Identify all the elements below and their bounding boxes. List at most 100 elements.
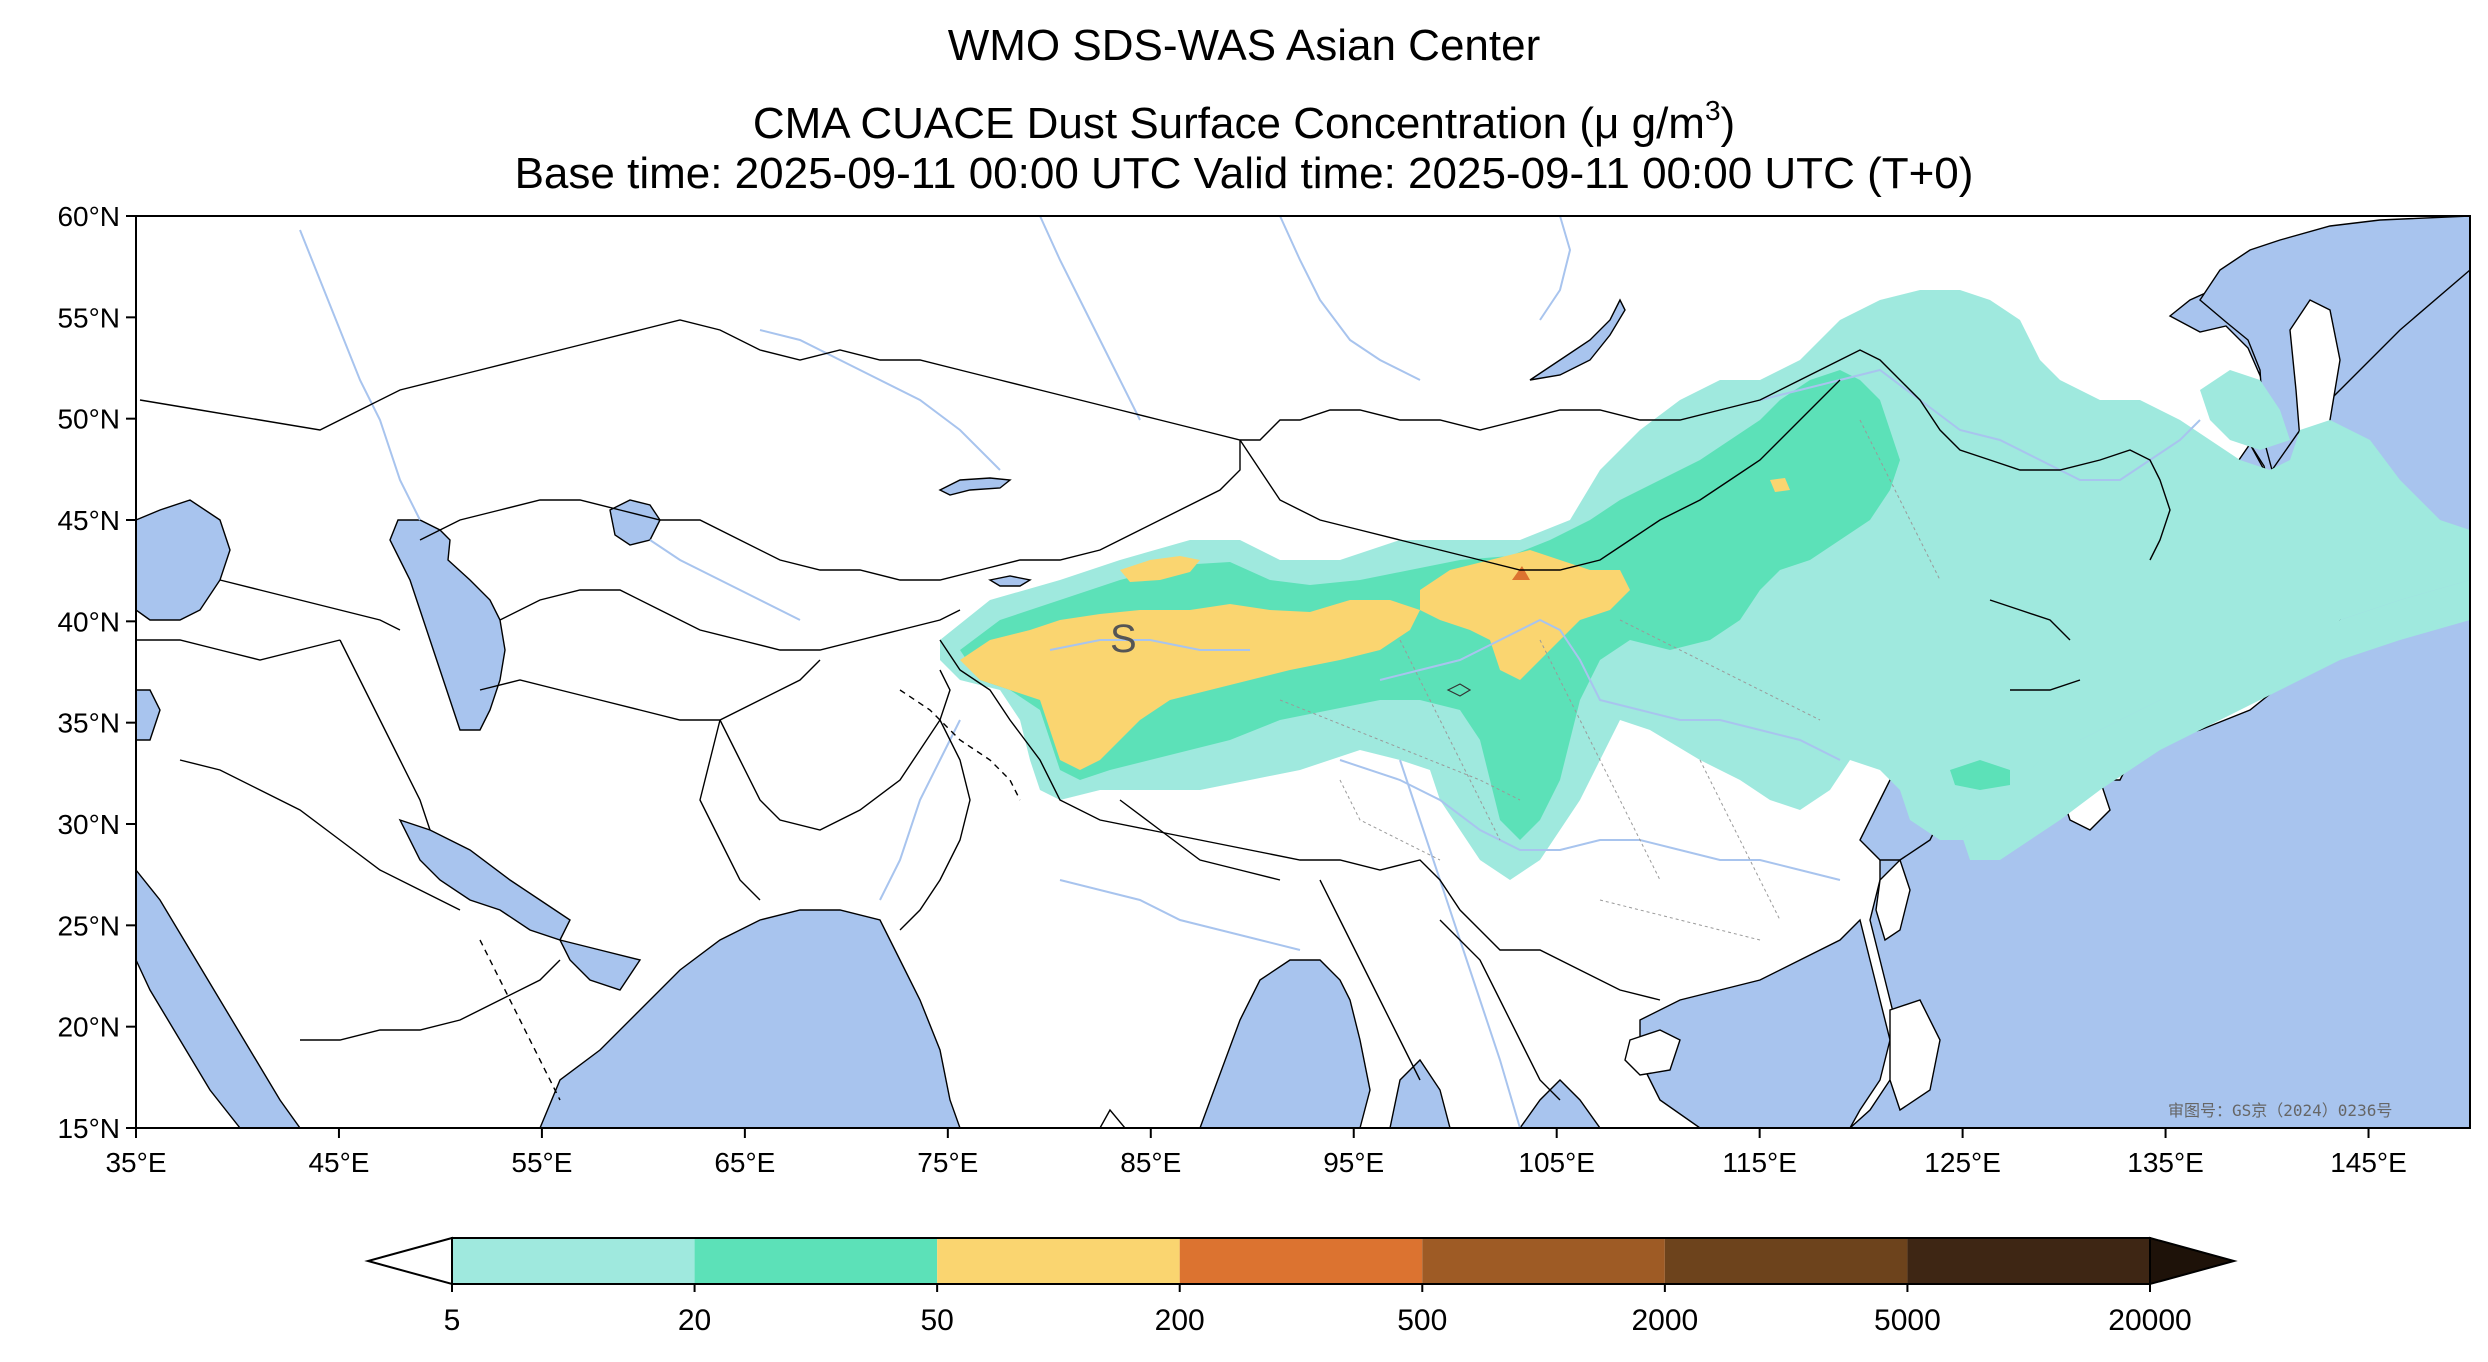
lon-tick-label: 75°E bbox=[917, 1147, 978, 1178]
border-indochina bbox=[1439, 919, 1561, 1101]
province-boundaries bbox=[1279, 419, 1941, 941]
lat-tick-label: 40°N bbox=[57, 606, 120, 637]
colorbar-level-label: 5000 bbox=[1874, 1304, 1941, 1337]
province-line-4 bbox=[1619, 619, 1821, 721]
lat-tick-marks bbox=[126, 215, 136, 1129]
border-china-sw bbox=[939, 639, 1661, 1001]
province-line-3 bbox=[1539, 639, 1661, 881]
border-russia-south bbox=[139, 319, 2171, 561]
subtitle-unit-exponent: 3 bbox=[1704, 95, 1721, 126]
lon-tick-label: 105°E bbox=[1518, 1147, 1595, 1178]
colorbar-segment bbox=[1664, 1238, 1908, 1284]
river-yellow bbox=[1379, 618, 1841, 761]
river-yenisei bbox=[1279, 216, 1421, 381]
colorbar-level-label: 200 bbox=[1155, 1304, 1205, 1337]
colorbar-level-label: 20000 bbox=[2108, 1304, 2191, 1337]
river-ob bbox=[1039, 216, 1141, 421]
lat-tick-label: 55°N bbox=[57, 302, 120, 333]
gulf-of-oman bbox=[558, 938, 642, 991]
mediterranean-sea bbox=[136, 689, 161, 741]
lon-tick-marks bbox=[135, 1128, 2370, 1138]
colorbar-level-label: 5 bbox=[444, 1304, 461, 1337]
lat-tick-label: 25°N bbox=[57, 910, 120, 941]
lon-tick-label: 125°E bbox=[1924, 1147, 2001, 1178]
colorbar-segment bbox=[452, 1238, 695, 1284]
colorbar-segment bbox=[1179, 1238, 1423, 1284]
lon-tick-label: 35°E bbox=[105, 1147, 166, 1178]
contour-label: S bbox=[1110, 617, 1137, 661]
river-volga bbox=[299, 229, 421, 521]
lat-tick-label: 35°N bbox=[57, 708, 120, 739]
border-iran-iraq bbox=[339, 639, 431, 831]
dust-level-5-20-ne bbox=[2200, 370, 2290, 450]
lat-tick-label: 15°N bbox=[57, 1113, 120, 1144]
province-line-1 bbox=[1279, 699, 1521, 801]
taiwan bbox=[1875, 858, 1911, 942]
dust-level-20-50-sea bbox=[1950, 760, 2010, 790]
lon-tick-label: 95°E bbox=[1323, 1147, 1384, 1178]
chart-title: WMO SDS-WAS Asian Center bbox=[947, 21, 1541, 70]
sri-lanka bbox=[1099, 1108, 1126, 1128]
colorbar-labels: 5 20 50 200 500 2000 5000 20000 bbox=[444, 1284, 2192, 1337]
caspian-sea bbox=[389, 519, 506, 731]
lat-tick-labels: 60°N 55°N 50°N 45°N 40°N 35°N 30°N 25°N 20°N 15°N bbox=[57, 201, 120, 1144]
chart-subtitle: CMA CUACE Dust Surface Concentration (μ … bbox=[0, 85, 2488, 150]
river-tarim bbox=[1049, 639, 1250, 651]
subtitle-suffix: ) bbox=[1720, 99, 1736, 148]
country-borders bbox=[136, 319, 2171, 1101]
lon-tick-label: 135°E bbox=[2127, 1147, 2204, 1178]
south-china-sea bbox=[1639, 918, 1891, 1128]
dust-level-50-200-tarim-n bbox=[1120, 556, 1200, 582]
colorbar-segment bbox=[694, 1238, 938, 1284]
lon-tick-label: 55°E bbox=[511, 1147, 572, 1178]
andaman-sea bbox=[1389, 1058, 1451, 1128]
province-line-2 bbox=[1399, 639, 1501, 841]
lake-baikal bbox=[1529, 298, 1626, 381]
lon-tick-label: 85°E bbox=[1120, 1147, 1181, 1178]
border-iran-east bbox=[699, 719, 761, 901]
river-yangtze bbox=[1339, 759, 1841, 881]
border-central-asia bbox=[499, 589, 961, 651]
lon-tick-label: 65°E bbox=[714, 1147, 775, 1178]
lat-tick-label: 45°N bbox=[57, 505, 120, 536]
border-kazakhstan-south bbox=[419, 440, 1241, 581]
border-korea bbox=[1989, 599, 2071, 641]
colorbar: 5 20 50 200 500 2000 5000 20000 bbox=[364, 1236, 2238, 1337]
red-sea bbox=[136, 868, 301, 1128]
subtitle-prefix: CMA CUACE Dust Surface Concentration ( bbox=[752, 99, 1595, 148]
contour-line bbox=[1446, 683, 1472, 697]
lat-tick-label: 20°N bbox=[57, 1012, 120, 1043]
border-saudi bbox=[179, 759, 461, 911]
colorbar-over-triangle bbox=[2149, 1236, 2238, 1286]
colorbar-level-label: 500 bbox=[1397, 1304, 1447, 1337]
border-caucasus bbox=[219, 579, 401, 631]
lat-tick-label: 50°N bbox=[57, 404, 120, 435]
border-mongolia-china bbox=[1239, 379, 1841, 571]
lon-tick-label: 115°E bbox=[1722, 1147, 1797, 1178]
river-ganges bbox=[1059, 879, 1301, 951]
lake-issyk-kul bbox=[988, 575, 1032, 587]
colorbar-segment bbox=[937, 1238, 1180, 1284]
dust-concentration-field bbox=[940, 290, 2470, 880]
dust-level-5-20-japan bbox=[1960, 580, 2470, 860]
map-approval-number: 审图号：GS京（2024）0236号 bbox=[2168, 1101, 2392, 1120]
colorbar-level-label: 20 bbox=[678, 1304, 711, 1337]
dust-level-200-500 bbox=[1512, 566, 1530, 580]
luzon bbox=[1889, 999, 1941, 1112]
disputed-arabia bbox=[479, 939, 561, 1101]
border-pakistan-india bbox=[899, 719, 971, 931]
river-irtysh bbox=[759, 329, 1001, 471]
lake-balkhash bbox=[938, 477, 1012, 496]
time-info: Base time: 2025-09-11 00:00 UTC Valid ti… bbox=[514, 149, 1974, 198]
dust-level-50-200-gobi bbox=[1420, 550, 1630, 680]
colorbar-level-label: 2000 bbox=[1631, 1304, 1698, 1337]
province-line-8 bbox=[1339, 779, 1441, 861]
map-frame bbox=[135, 215, 2471, 1129]
border-saudi-yemen bbox=[300, 959, 561, 1041]
colorbar-segment bbox=[1422, 1238, 1665, 1284]
colorbar-under-triangle bbox=[364, 1236, 453, 1286]
lat-tick-label: 60°N bbox=[57, 201, 120, 232]
river-indus bbox=[879, 719, 961, 901]
border-nepal bbox=[1119, 799, 1281, 881]
